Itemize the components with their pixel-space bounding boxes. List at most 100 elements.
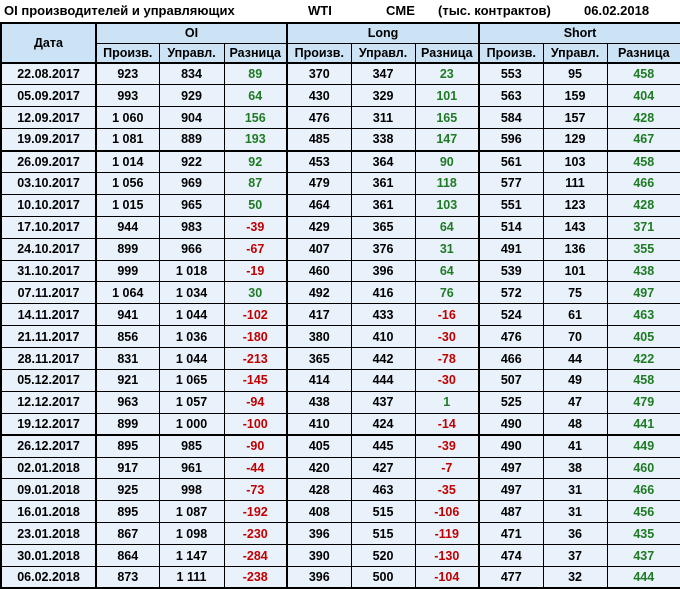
difference-cell: 31 <box>414 237 480 261</box>
table-row: 19.09.2017 1 081 889 193 485 338 147 596 129 467 <box>0 128 680 152</box>
value-cell: 31 <box>542 478 608 502</box>
table-row: 03.10.2017 1 056 969 87 479 361 118 577 111 466 <box>0 171 680 195</box>
table-row: 12.09.2017 1 060 904 156 476 311 165 584 157 428 <box>0 106 680 130</box>
difference-cell: -104 <box>414 565 480 589</box>
value-cell: 491 <box>478 237 544 261</box>
table-row: 24.10.2017 899 966 -67 407 376 31 491 136 355 <box>0 237 680 261</box>
value-cell: 444 <box>350 368 416 392</box>
difference-cell: 23 <box>414 62 480 86</box>
value-cell: 361 <box>350 171 416 195</box>
value-cell: 944 <box>95 215 160 239</box>
table-row: 17.10.2017 944 983 -39 429 365 64 514 143 371 <box>0 215 680 239</box>
difference-cell: 460 <box>606 456 680 480</box>
table-row: 21.11.2017 856 1 036 -180 380 410 -30 476 70 405 <box>0 325 680 349</box>
short-difference-header: Разница <box>606 42 680 64</box>
date-cell: 05.09.2017 <box>0 84 97 108</box>
value-cell: 1 064 <box>95 281 160 305</box>
date-cell: 07.11.2017 <box>0 281 97 305</box>
difference-cell: 458 <box>606 368 680 392</box>
value-cell: 47 <box>542 390 608 414</box>
group-header-long: Long <box>286 22 480 44</box>
value-cell: 922 <box>158 150 225 173</box>
difference-cell: 371 <box>606 215 680 239</box>
value-cell: 1 087 <box>158 500 225 524</box>
value-cell: 75 <box>542 281 608 305</box>
date-cell: 26.09.2017 <box>0 150 97 173</box>
value-cell: 361 <box>350 193 416 217</box>
value-cell: 396 <box>350 259 416 283</box>
value-cell: 929 <box>158 84 225 108</box>
value-cell: 1 081 <box>95 128 160 152</box>
value-cell: 1 111 <box>158 565 225 589</box>
value-cell: 867 <box>95 522 160 546</box>
value-cell: 551 <box>478 193 544 217</box>
date-cell: 12.09.2017 <box>0 106 97 130</box>
value-cell: 490 <box>478 412 544 437</box>
date-cell: 14.11.2017 <box>0 303 97 327</box>
value-cell: 563 <box>478 84 544 108</box>
difference-cell: 463 <box>606 303 680 327</box>
value-cell: 584 <box>478 106 544 130</box>
difference-cell: 441 <box>606 412 680 437</box>
value-cell: 424 <box>350 412 416 437</box>
table-row: 19.12.2017 899 1 000 -100 410 424 -14 490 48 441 <box>0 412 680 437</box>
value-cell: 416 <box>350 281 416 305</box>
value-cell: 417 <box>286 303 352 327</box>
value-cell: 1 098 <box>158 522 225 546</box>
date-cell: 30.01.2018 <box>0 544 97 567</box>
value-cell: 311 <box>350 106 416 130</box>
value-cell: 490 <box>478 434 544 458</box>
group-header-oi: OI <box>94 22 288 44</box>
value-cell: 487 <box>478 500 544 524</box>
date-cell: 05.12.2017 <box>0 368 97 392</box>
value-cell: 428 <box>286 478 352 502</box>
difference-cell: -192 <box>223 500 288 524</box>
value-cell: 1 147 <box>158 544 225 567</box>
table-row: 09.01.2018 925 998 -73 428 463 -35 497 31 466 <box>0 478 680 502</box>
difference-cell: 479 <box>606 390 680 414</box>
value-cell: 438 <box>286 390 352 414</box>
difference-cell: -145 <box>223 368 288 392</box>
value-cell: 993 <box>95 84 160 108</box>
difference-cell: 497 <box>606 281 680 305</box>
difference-cell: -73 <box>223 478 288 502</box>
value-cell: 497 <box>478 456 544 480</box>
value-cell: 921 <box>95 368 160 392</box>
table-row: 16.01.2018 895 1 087 -192 408 515 -106 487 31 456 <box>0 500 680 524</box>
value-cell: 41 <box>542 434 608 458</box>
date-cell: 19.09.2017 <box>0 128 97 152</box>
difference-cell: 458 <box>606 150 680 173</box>
value-cell: 37 <box>542 544 608 567</box>
difference-cell: 156 <box>223 106 288 130</box>
difference-cell: 30 <box>223 281 288 305</box>
report-date: 06.02.2018 <box>584 3 650 18</box>
value-cell: 61 <box>542 303 608 327</box>
oi-managers-header: Управл. <box>158 42 225 64</box>
value-cell: 500 <box>350 565 416 589</box>
value-cell: 1 044 <box>158 303 225 327</box>
difference-cell: 438 <box>606 259 680 283</box>
value-cell: 396 <box>286 522 352 546</box>
difference-cell: -14 <box>414 412 480 437</box>
difference-cell: -7 <box>414 456 480 480</box>
value-cell: 507 <box>478 368 544 392</box>
difference-cell: -230 <box>223 522 288 546</box>
date-cell: 23.01.2018 <box>0 522 97 546</box>
table-row: 23.01.2018 867 1 098 -230 396 515 -119 471 36 435 <box>0 522 680 546</box>
value-cell: 895 <box>95 500 160 524</box>
value-cell: 895 <box>95 434 160 458</box>
page-title: OI производителей и управляющих <box>4 3 235 18</box>
value-cell: 999 <box>95 259 160 283</box>
value-cell: 466 <box>478 347 544 370</box>
table-row: 14.11.2017 941 1 044 -102 417 433 -16 524 61 463 <box>0 303 680 327</box>
value-cell: 464 <box>286 193 352 217</box>
value-cell: 103 <box>542 150 608 173</box>
value-cell: 998 <box>158 478 225 502</box>
date-cell: 02.01.2018 <box>0 456 97 480</box>
table-row: 26.12.2017 895 985 -90 405 445 -39 490 41 449 <box>0 434 680 458</box>
value-cell: 889 <box>158 128 225 152</box>
value-cell: 477 <box>478 565 544 589</box>
difference-cell: 404 <box>606 84 680 108</box>
table-body: 22.08.2017 923 834 89 370 347 23 553 95 458 05.09.… <box>0 62 680 589</box>
value-cell: 380 <box>286 325 352 349</box>
